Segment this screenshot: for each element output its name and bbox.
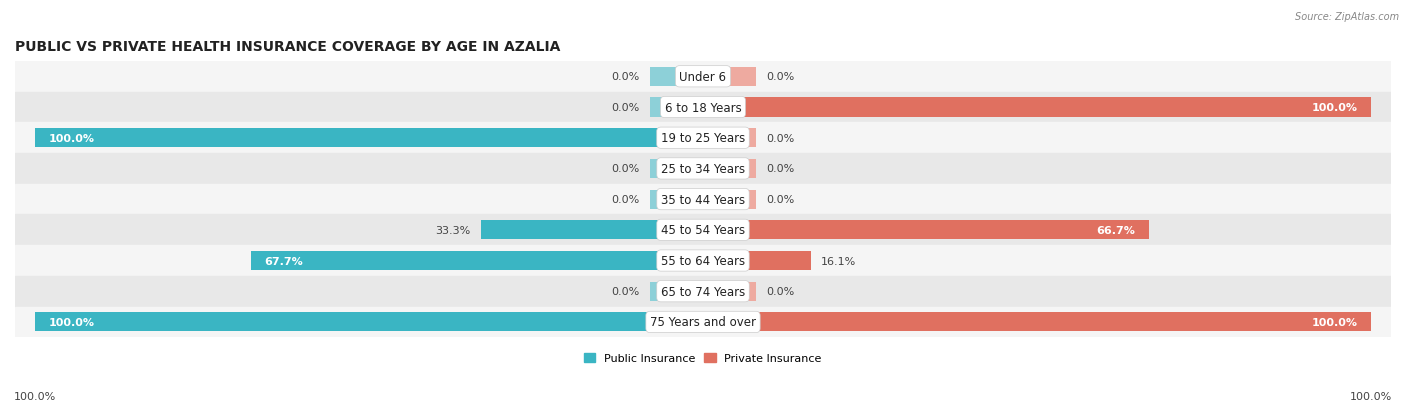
Bar	[15, 62, 1391, 93]
Bar	[650, 98, 703, 117]
Bar	[15, 307, 1391, 337]
Bar	[15, 93, 1391, 123]
Bar	[703, 68, 756, 87]
Text: 55 to 64 Years: 55 to 64 Years	[661, 254, 745, 267]
Text: 100.0%: 100.0%	[1312, 317, 1358, 327]
Bar	[650, 159, 703, 178]
Text: 100.0%: 100.0%	[48, 133, 94, 143]
Text: PUBLIC VS PRIVATE HEALTH INSURANCE COVERAGE BY AGE IN AZALIA: PUBLIC VS PRIVATE HEALTH INSURANCE COVER…	[15, 40, 561, 54]
Text: 0.0%: 0.0%	[612, 287, 640, 297]
Bar	[703, 190, 756, 209]
Text: Source: ZipAtlas.com: Source: ZipAtlas.com	[1295, 12, 1399, 22]
Bar	[703, 221, 1149, 240]
Bar	[15, 276, 1391, 307]
Text: 19 to 25 Years: 19 to 25 Years	[661, 132, 745, 145]
Text: Under 6: Under 6	[679, 71, 727, 83]
Text: 45 to 54 Years: 45 to 54 Years	[661, 224, 745, 237]
Bar	[703, 252, 810, 271]
Text: 100.0%: 100.0%	[1350, 391, 1392, 401]
Text: 33.3%: 33.3%	[436, 225, 471, 235]
Text: 67.7%: 67.7%	[264, 256, 302, 266]
Bar	[15, 184, 1391, 215]
Bar	[15, 215, 1391, 246]
Text: 0.0%: 0.0%	[766, 164, 794, 174]
Text: 6 to 18 Years: 6 to 18 Years	[665, 101, 741, 114]
Text: 0.0%: 0.0%	[766, 72, 794, 82]
Text: 0.0%: 0.0%	[612, 195, 640, 204]
Text: 0.0%: 0.0%	[766, 287, 794, 297]
Text: 100.0%: 100.0%	[14, 391, 56, 401]
Text: 25 to 34 Years: 25 to 34 Years	[661, 163, 745, 176]
Bar	[650, 282, 703, 301]
Bar	[15, 154, 1391, 184]
Text: 100.0%: 100.0%	[48, 317, 94, 327]
Bar	[35, 313, 703, 332]
Text: 35 to 44 Years: 35 to 44 Years	[661, 193, 745, 206]
Bar	[703, 129, 756, 148]
Bar	[703, 313, 1371, 332]
Text: 66.7%: 66.7%	[1097, 225, 1135, 235]
Bar	[650, 190, 703, 209]
Bar	[703, 159, 756, 178]
Text: 65 to 74 Years: 65 to 74 Years	[661, 285, 745, 298]
Text: 0.0%: 0.0%	[612, 164, 640, 174]
Text: 0.0%: 0.0%	[612, 72, 640, 82]
Text: 0.0%: 0.0%	[612, 103, 640, 113]
Text: 75 Years and over: 75 Years and over	[650, 316, 756, 329]
Bar	[650, 68, 703, 87]
Bar	[35, 129, 703, 148]
Bar	[481, 221, 703, 240]
Text: 16.1%: 16.1%	[821, 256, 856, 266]
Text: 0.0%: 0.0%	[766, 133, 794, 143]
Legend: Public Insurance, Private Insurance: Public Insurance, Private Insurance	[579, 349, 827, 368]
Bar	[15, 123, 1391, 154]
Text: 100.0%: 100.0%	[1312, 103, 1358, 113]
Bar	[250, 252, 703, 271]
Text: 0.0%: 0.0%	[766, 195, 794, 204]
Bar	[703, 282, 756, 301]
Bar	[703, 98, 1371, 117]
Bar	[15, 246, 1391, 276]
